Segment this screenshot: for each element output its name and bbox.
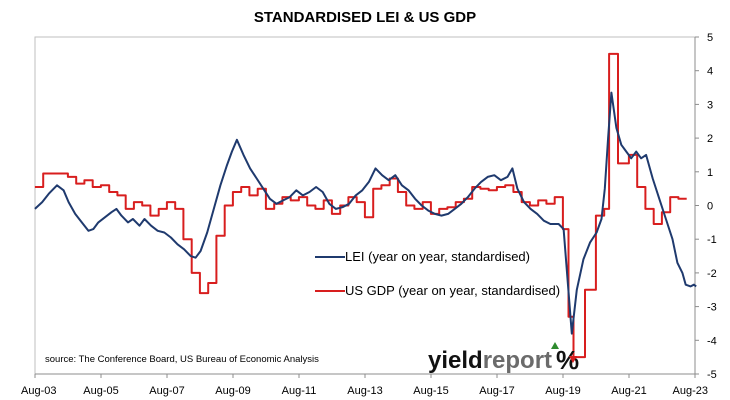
gdp-series-line bbox=[34, 52, 687, 359]
yieldreport-logo: yieldreport % bbox=[428, 342, 579, 375]
y-tick-label: -3 bbox=[707, 302, 717, 314]
logo-part-report: report bbox=[483, 347, 552, 374]
x-tick-label: Aug-11 bbox=[282, 385, 317, 397]
y-tick-label: -5 bbox=[707, 369, 717, 381]
x-tick-label: Aug-05 bbox=[83, 385, 118, 397]
legend: LEI (year on year, standardised) US GDP … bbox=[315, 249, 560, 298]
y-tick-label: -1 bbox=[707, 234, 717, 246]
chart-title: STANDARDISED LEI & US GDP bbox=[253, 9, 477, 26]
x-tick-label: Aug-15 bbox=[413, 385, 448, 397]
x-tick-label: Aug-19 bbox=[545, 385, 580, 397]
logo-percent: % bbox=[556, 345, 579, 375]
x-tick-label: Aug-23 bbox=[673, 385, 708, 397]
x-tick-label: Aug-13 bbox=[347, 385, 382, 397]
legend-label-lei: LEI (year on year, standardised) bbox=[345, 249, 530, 264]
y-tick-label: -4 bbox=[707, 335, 717, 347]
y-tick-label: 1 bbox=[707, 167, 713, 179]
logo-down-arrow-icon bbox=[569, 356, 577, 363]
logo-text: yieldreport bbox=[428, 347, 552, 374]
y-tick-label: 5 bbox=[707, 32, 713, 44]
legend-label-gdp: US GDP (year on year, standardised) bbox=[345, 283, 560, 298]
logo-up-arrow-icon bbox=[551, 342, 559, 349]
x-axis-ticks: Aug-03 Aug-05 Aug-07 Aug-09 Aug-11 Aug-13 Aug-… bbox=[21, 374, 708, 397]
y-tick-label: 2 bbox=[707, 133, 713, 145]
y-tick-label: -2 bbox=[707, 268, 717, 280]
y-axis-ticks: 5 4 3 2 1 0 -1 -2 -3 -4 -5 bbox=[695, 32, 717, 381]
source-note: source: The Conference Board, US Bureau … bbox=[45, 354, 319, 365]
x-tick-label: Aug-09 bbox=[215, 385, 250, 397]
x-tick-label: Aug-17 bbox=[479, 385, 514, 397]
x-tick-label: Aug-07 bbox=[149, 385, 184, 397]
y-tick-label: 4 bbox=[707, 66, 713, 78]
lei-series-line bbox=[34, 91, 697, 335]
y-tick-label: 3 bbox=[707, 99, 713, 111]
series-layer bbox=[34, 52, 697, 359]
y-tick-label: 0 bbox=[707, 201, 713, 213]
x-tick-label: Aug-03 bbox=[21, 385, 56, 397]
x-tick-label: Aug-21 bbox=[611, 385, 646, 397]
logo-part-yield: yield bbox=[428, 347, 483, 374]
